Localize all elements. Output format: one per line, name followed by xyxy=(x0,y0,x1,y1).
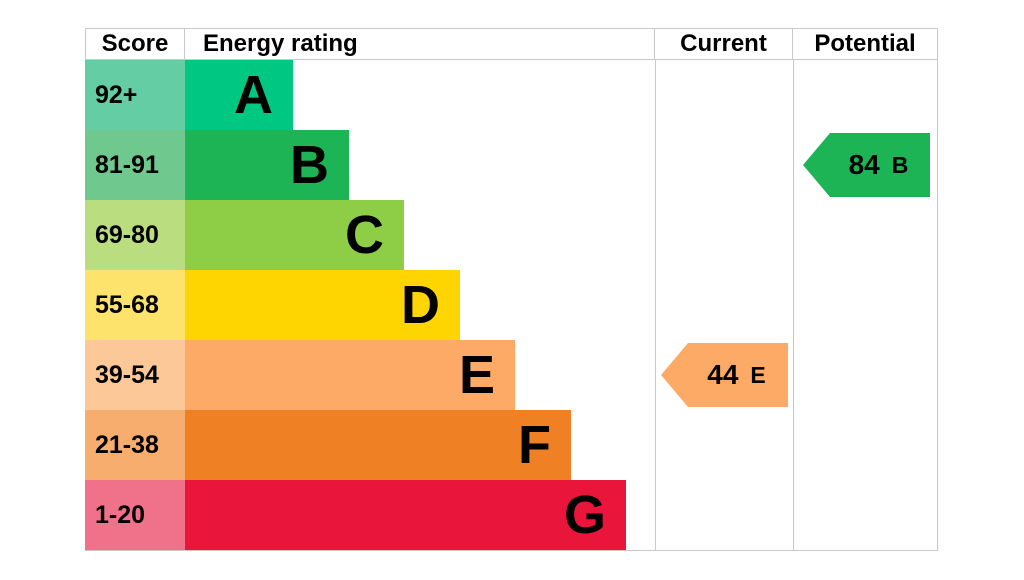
rating-bar-g: G xyxy=(185,480,626,550)
band-row-d: 55-68 D xyxy=(85,270,938,340)
rating-bar-a: A xyxy=(185,60,293,130)
band-letter-c: C xyxy=(345,205,384,265)
potential-band-letter: B xyxy=(891,151,909,178)
potential-column-header: Potential xyxy=(793,28,938,60)
chart-body: 92+ A 81-91 B 69-80 C 55-68 D 39-54 E 21-38 F 1-20 G … xyxy=(85,60,938,551)
potential-rating-arrow: 84 B xyxy=(803,133,930,197)
score-column-header: Score xyxy=(85,28,185,60)
potential-score-value: 84 xyxy=(848,149,880,180)
score-range-c: 69-80 xyxy=(85,200,185,270)
band-letter-e: E xyxy=(458,345,495,405)
score-range-b: 81-91 xyxy=(85,130,185,200)
band-row-c: 69-80 C xyxy=(85,200,938,270)
score-range-d: 55-68 xyxy=(85,270,185,340)
score-range-f: 21-38 xyxy=(85,410,185,480)
band-letter-d: D xyxy=(401,275,440,335)
band-row-g: 1-20 G xyxy=(85,480,938,550)
band-letter-a: A xyxy=(234,65,273,125)
current-score-value: 44 xyxy=(707,359,739,390)
rating-bar-d: D xyxy=(185,270,460,340)
band-rows: 92+ A 81-91 B 69-80 C 55-68 D 39-54 E 21-38 F 1-20 G xyxy=(85,60,938,550)
band-row-a: 92+ A xyxy=(85,60,938,130)
header-row: Score Energy rating Current Potential xyxy=(85,28,938,60)
current-column: 44 E xyxy=(655,60,793,550)
rating-bar-b: B xyxy=(185,130,349,200)
score-range-g: 1-20 xyxy=(85,480,185,550)
rating-bar-c: C xyxy=(185,200,404,270)
score-range-e: 39-54 xyxy=(85,340,185,410)
band-row-e: 39-54 E xyxy=(85,340,938,410)
epc-table: Score Energy rating Current Potential 92… xyxy=(85,28,938,551)
rating-bar-f: F xyxy=(185,410,571,480)
current-band-letter: E xyxy=(750,361,766,388)
current-column-header: Current xyxy=(655,28,793,60)
score-range-a: 92+ xyxy=(85,60,185,130)
current-rating-arrow: 44 E xyxy=(661,343,788,407)
energy-rating-column-header: Energy rating xyxy=(185,28,655,60)
potential-column: 84 B xyxy=(793,60,938,550)
band-letter-f: F xyxy=(518,415,551,475)
band-letter-b: B xyxy=(290,135,329,195)
rating-bar-e: E xyxy=(185,340,515,410)
band-row-b: 81-91 B xyxy=(85,130,938,200)
band-row-f: 21-38 F xyxy=(85,410,938,480)
band-letter-g: G xyxy=(563,485,606,545)
